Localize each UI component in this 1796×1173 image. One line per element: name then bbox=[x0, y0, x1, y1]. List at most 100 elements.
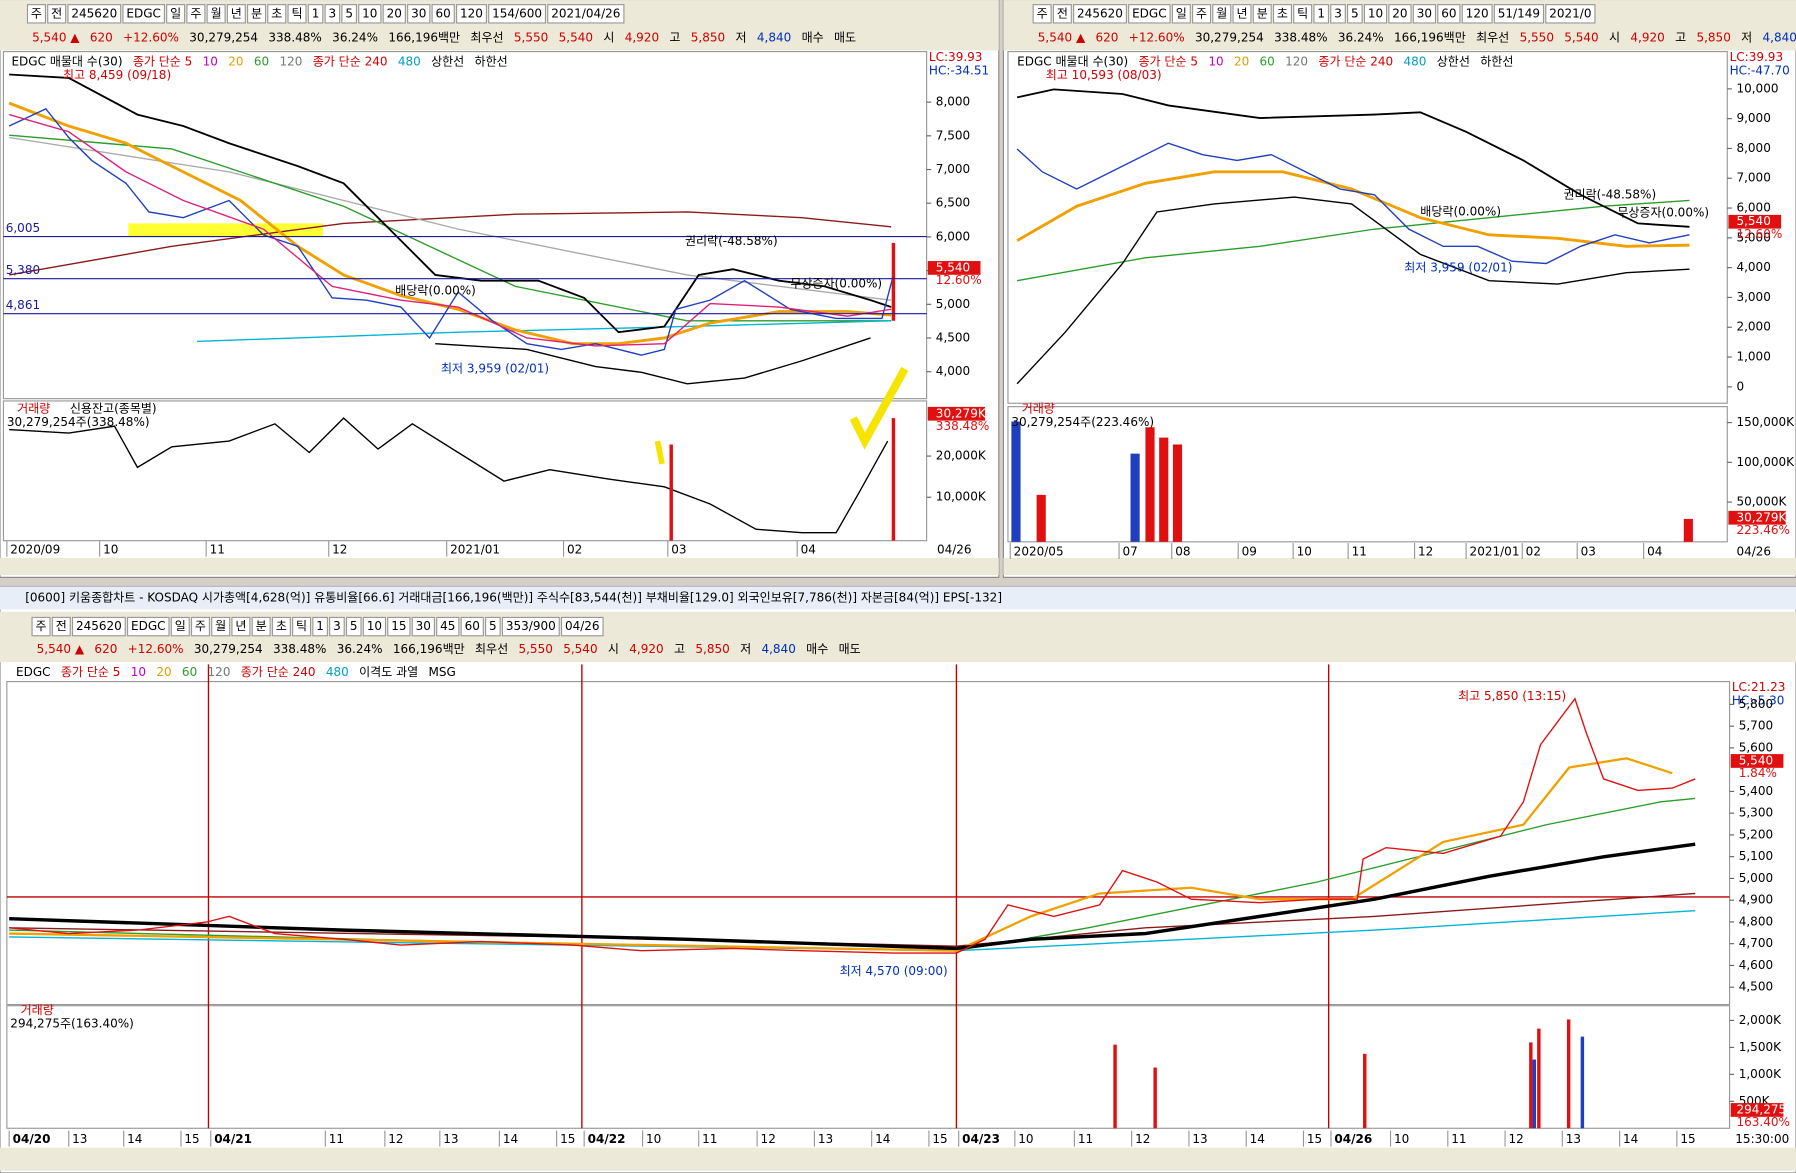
toolbar-label[interactable]: 틱 bbox=[296, 619, 307, 633]
toolbar-label[interactable]: 30 bbox=[416, 619, 431, 633]
toolbar-label[interactable]: 주 bbox=[1037, 6, 1048, 20]
toolbar-label[interactable]: 120 bbox=[460, 6, 483, 20]
toolbar-label[interactable]: 1 bbox=[1317, 6, 1325, 20]
toolbar-button[interactable] bbox=[47, 4, 67, 24]
toolbar-button[interactable] bbox=[1437, 4, 1461, 24]
toolbar-button[interactable] bbox=[1313, 4, 1330, 24]
toolbar-label[interactable]: 월 bbox=[215, 619, 226, 633]
toolbar-button[interactable] bbox=[71, 616, 126, 637]
toolbar-label[interactable]: 전 bbox=[51, 6, 62, 20]
toolbar-label[interactable]: 년 bbox=[235, 619, 246, 633]
toolbar-button[interactable] bbox=[1212, 4, 1232, 24]
toolbar-label[interactable]: 154/600 bbox=[492, 6, 542, 20]
toolbar-button[interactable] bbox=[358, 4, 382, 24]
toolbar-button[interactable] bbox=[485, 616, 501, 637]
toolbar-label[interactable]: 년 bbox=[1236, 6, 1247, 20]
toolbar-button[interactable] bbox=[488, 4, 547, 24]
toolbar-button[interactable] bbox=[341, 4, 358, 24]
toolbar-button[interactable] bbox=[1128, 4, 1171, 24]
toolbar-label[interactable]: 초 bbox=[1277, 6, 1288, 20]
toolbar-button[interactable] bbox=[126, 616, 170, 637]
toolbar-button[interactable] bbox=[560, 616, 604, 637]
toolbar-button[interactable] bbox=[324, 4, 341, 24]
toolbar-label[interactable]: 20 bbox=[1392, 6, 1407, 20]
toolbar-label[interactable]: 15 bbox=[391, 619, 406, 633]
toolbar-button[interactable] bbox=[547, 4, 625, 24]
toolbar-label[interactable]: 분 bbox=[256, 619, 267, 633]
toolbar-label[interactable]: 51/149 bbox=[1498, 6, 1540, 20]
toolbar-button[interactable] bbox=[267, 4, 287, 24]
toolbar-label[interactable]: 1 bbox=[312, 6, 320, 20]
toolbar-button[interactable] bbox=[329, 616, 345, 637]
toolbar-label[interactable]: 주 bbox=[190, 6, 201, 20]
toolbar-label[interactable]: 60 bbox=[1441, 6, 1456, 20]
toolbar-label[interactable]: 10 bbox=[362, 6, 377, 20]
toolbar-button[interactable] bbox=[1073, 4, 1127, 24]
toolbar-button[interactable] bbox=[287, 4, 307, 24]
toolbar-button[interactable] bbox=[1461, 4, 1493, 24]
toolbar-button[interactable] bbox=[1363, 4, 1388, 24]
toolbar-button[interactable] bbox=[292, 616, 312, 637]
toolbar-label[interactable]: 월 bbox=[1216, 6, 1227, 20]
toolbar-label[interactable]: 일 bbox=[175, 619, 186, 633]
toolbar-label[interactable]: 2021/0 bbox=[1549, 6, 1591, 20]
toolbar-button[interactable] bbox=[166, 4, 186, 24]
toolbar-button[interactable] bbox=[501, 616, 560, 637]
toolbar-label[interactable]: 245620 bbox=[1077, 6, 1123, 20]
toolbar-button[interactable] bbox=[247, 4, 267, 24]
toolbar-button[interactable] bbox=[460, 616, 484, 637]
toolbar-label[interactable]: 초 bbox=[271, 6, 282, 20]
toolbar-label[interactable]: 04/26 bbox=[565, 619, 600, 633]
toolbar-button[interactable] bbox=[362, 616, 387, 637]
toolbar-button[interactable] bbox=[1412, 4, 1437, 24]
toolbar-label[interactable]: 10 bbox=[1368, 6, 1383, 20]
toolbar-button[interactable] bbox=[122, 4, 165, 24]
toolbar-button[interactable] bbox=[51, 616, 71, 637]
toolbar-label[interactable]: 30 bbox=[411, 6, 426, 20]
toolbar-label[interactable]: 5 bbox=[489, 619, 497, 633]
toolbar-label[interactable]: 10 bbox=[367, 619, 382, 633]
toolbar-label[interactable]: 일 bbox=[1176, 6, 1187, 20]
toolbar-label[interactable]: 주 bbox=[36, 619, 47, 633]
toolbar-button[interactable] bbox=[1347, 4, 1363, 24]
toolbar-button[interactable] bbox=[26, 4, 46, 24]
toolbar-label[interactable]: 5 bbox=[1351, 6, 1359, 20]
toolbar-label[interactable]: 3 bbox=[1334, 6, 1342, 20]
toolbar-button[interactable] bbox=[190, 616, 211, 637]
toolbar-button[interactable] bbox=[226, 4, 246, 24]
toolbar-label[interactable]: 245620 bbox=[71, 6, 117, 20]
toolbar-label[interactable]: 60 bbox=[436, 6, 451, 20]
toolbar-button[interactable] bbox=[1171, 4, 1191, 24]
toolbar-label[interactable]: 3 bbox=[333, 619, 341, 633]
toolbar-label[interactable]: 일 bbox=[170, 6, 181, 20]
toolbar-button[interactable] bbox=[345, 616, 362, 637]
toolbar-button[interactable] bbox=[1272, 4, 1292, 24]
toolbar-label[interactable]: 틱 bbox=[291, 6, 302, 20]
toolbar-button[interactable] bbox=[387, 616, 411, 637]
toolbar-label[interactable]: 분 bbox=[1257, 6, 1268, 20]
toolbar-button[interactable] bbox=[170, 616, 190, 637]
toolbar-label[interactable]: 120 bbox=[1466, 6, 1489, 20]
toolbar-label[interactable]: 2021/04/26 bbox=[551, 6, 620, 20]
toolbar-label[interactable]: 틱 bbox=[1297, 6, 1308, 20]
toolbar-label[interactable]: 주 bbox=[1196, 6, 1207, 20]
toolbar-button[interactable] bbox=[31, 616, 51, 637]
toolbar-button[interactable] bbox=[67, 4, 122, 24]
toolbar-label[interactable]: 60 bbox=[465, 619, 480, 633]
toolbar-label[interactable]: EDGC bbox=[1132, 6, 1167, 20]
toolbar-label[interactable]: 5 bbox=[350, 619, 358, 633]
toolbar-button[interactable] bbox=[307, 4, 324, 24]
toolbar-button[interactable] bbox=[436, 616, 460, 637]
toolbar-label[interactable]: 주 bbox=[195, 619, 206, 633]
toolbar-button[interactable] bbox=[1192, 4, 1212, 24]
toolbar-button[interactable] bbox=[1330, 4, 1346, 24]
toolbar-label[interactable]: 주 bbox=[31, 6, 42, 20]
toolbar-button[interactable] bbox=[382, 4, 406, 24]
toolbar-label[interactable]: 245620 bbox=[76, 619, 122, 633]
toolbar-label[interactable]: 월 bbox=[211, 6, 222, 20]
toolbar-button[interactable] bbox=[431, 4, 455, 24]
toolbar-label[interactable]: 5 bbox=[345, 6, 353, 20]
toolbar-button[interactable] bbox=[1545, 4, 1596, 24]
toolbar-button[interactable] bbox=[1232, 4, 1252, 24]
toolbar-button[interactable] bbox=[271, 616, 291, 637]
